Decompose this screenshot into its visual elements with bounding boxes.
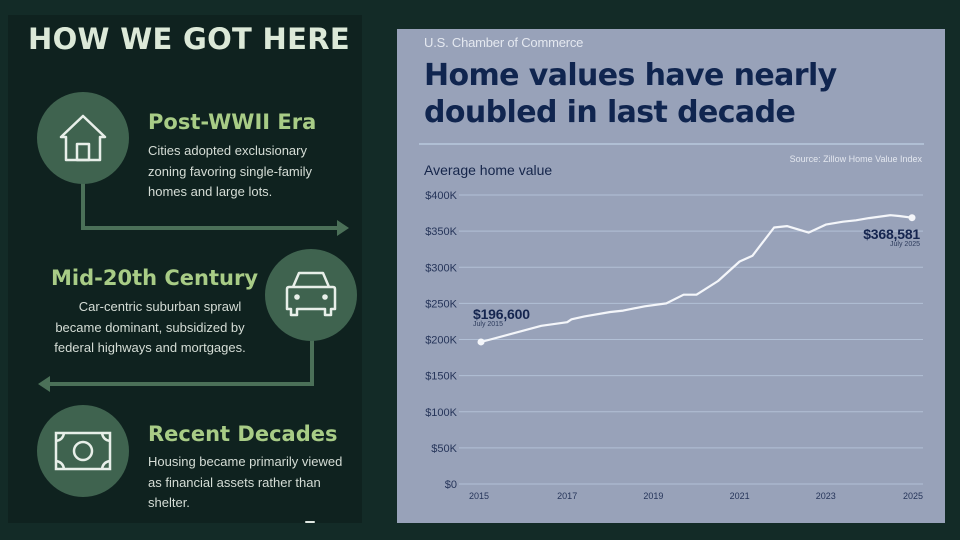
car-icon (285, 271, 337, 317)
y-tick-label: $250K (425, 298, 457, 310)
chart-card: U.S. Chamber of Commerce Home values hav… (397, 29, 945, 523)
era-desc-post-wwii: Cities adopted exclusionary zoning favor… (148, 141, 312, 203)
line-chart: $0 $50K $100K $150K $200K $250K $300K $350K $400… (425, 190, 923, 501)
chart-organization: U.S. Chamber of Commerce (424, 35, 584, 50)
chart-headline: Home values have nearly doubled in last … (424, 57, 924, 131)
era-desc-line: Car-centric suburban sprawl (78, 299, 242, 314)
x-tick-label: 2015 (469, 491, 489, 501)
y-tick-label: $200K (425, 335, 457, 347)
money-bill-icon (54, 431, 112, 471)
era-title-recent: Recent Decades (148, 422, 338, 446)
start-value: $196,600 (473, 306, 530, 322)
x-tick-label: 2021 (730, 491, 750, 501)
era-title-post-wwii: Post-WWII Era (148, 110, 317, 134)
end-date: July 2025 (890, 241, 920, 248)
car-icon-circle (265, 249, 357, 341)
y-tick-label: $50K (431, 443, 457, 455)
start-value-label: $196,600 July 2015 (473, 306, 530, 328)
era-desc-line: Housing became primarily viewed (148, 454, 343, 469)
house-icon (59, 114, 107, 162)
x-tick-label: 2019 (643, 491, 663, 501)
era-desc-line: zoning favoring single-family (148, 163, 313, 179)
era-desc-line: shelter. (148, 495, 190, 510)
y-tick-label: $150K (425, 371, 457, 383)
era-desc-line: homes and large lots. (148, 184, 273, 199)
y-tick-label: $350K (425, 226, 457, 238)
y-tick-label: $300K (425, 262, 457, 274)
header-divider (419, 143, 924, 145)
money-icon-circle (37, 405, 129, 497)
era-desc-mid-20th: Car-centric suburban sprawl became domin… (40, 297, 260, 359)
era-desc-recent: Housing became primarily viewed as finan… (148, 452, 342, 514)
home-value-line (480, 214, 913, 344)
era-desc-line: Cities adopted exclusionary (148, 143, 307, 158)
era-desc-line: became dominant, subsidized by (55, 319, 245, 335)
era-desc-line: federal highways and mortgages. (54, 340, 246, 355)
timeline-title: HOW WE GOT HERE (28, 22, 350, 56)
chart-source: Source: Zillow Home Value Index (789, 154, 922, 164)
headline-line: Home values have nearly (424, 58, 837, 93)
y-tick-label: $400K (425, 190, 457, 202)
house-icon-circle (37, 92, 129, 184)
era-desc-line: as financial assets rather than (148, 474, 321, 490)
x-tick-label: 2025 (903, 491, 923, 501)
y-axis-title: Average home value (424, 162, 553, 178)
y-tick-label: $100K (425, 407, 457, 419)
era-title-mid-20th: Mid-20th Century (51, 266, 259, 290)
x-tick-label: 2023 (816, 491, 836, 501)
start-date: July 2015 (473, 321, 503, 328)
data-point-marker (908, 214, 916, 222)
headline-line: doubled in last decade (424, 95, 796, 130)
scroll-indicator (305, 521, 315, 523)
x-tick-label: 2017 (557, 491, 577, 501)
y-tick-label: $0 (445, 479, 457, 491)
end-value-label: $368,581 July 2025 (863, 226, 920, 248)
end-value: $368,581 (863, 226, 920, 242)
data-point-marker (477, 338, 485, 346)
